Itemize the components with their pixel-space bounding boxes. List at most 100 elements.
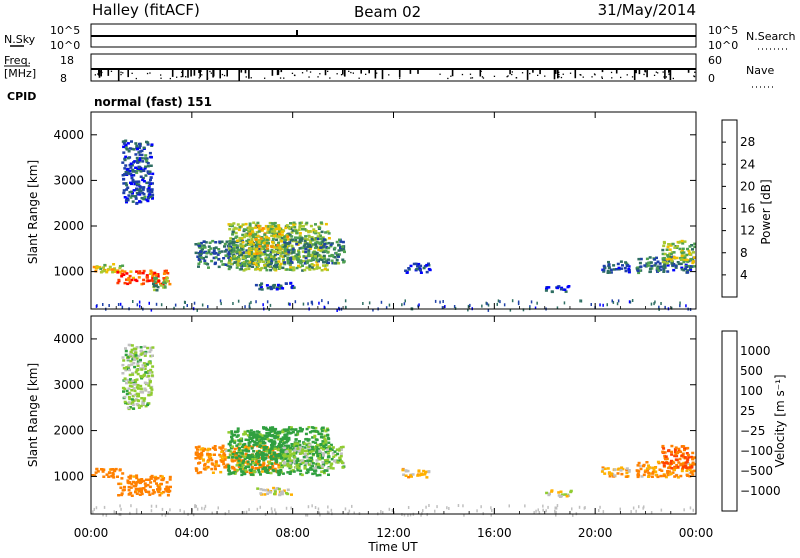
scatter-cell (388, 507, 391, 511)
scatter-cell (132, 189, 136, 192)
scatter-cell (293, 456, 297, 459)
scatter-cell (162, 272, 166, 275)
scatter-cell (227, 472, 231, 476)
scatter-cell (139, 387, 143, 391)
scatter-cell (148, 378, 152, 381)
scatter-cell (249, 463, 253, 466)
scatter-cell (257, 439, 261, 443)
scatter-cell (195, 469, 199, 472)
scatter-cell (151, 489, 155, 492)
nave-dot (580, 74, 582, 76)
scatter-cell (203, 447, 207, 451)
scatter-cell (280, 492, 284, 496)
scatter-cell (132, 407, 136, 410)
scatter-cell (311, 440, 315, 444)
scatter-cell (278, 248, 282, 252)
scatter-cell (259, 285, 263, 289)
scatter-cell (670, 462, 673, 465)
scatter-cell (301, 264, 304, 267)
scatter-cell (146, 483, 150, 487)
scatter-cell (134, 490, 138, 494)
nave-dot (447, 77, 449, 80)
scatter-cell (108, 304, 110, 307)
scatter-cell (603, 472, 607, 475)
scatter-cell (278, 246, 282, 249)
scatter-cell (631, 299, 634, 302)
scatter-cell (157, 486, 161, 489)
nave-dot (135, 77, 137, 80)
scatter-cell (183, 510, 185, 514)
scatter-cell (336, 461, 340, 464)
nave-dot (515, 77, 517, 79)
nave-dot (482, 77, 485, 79)
scatter-cell (248, 235, 252, 238)
scatter-cell (229, 444, 233, 447)
scatter-cell (127, 396, 131, 399)
scatter-cell (133, 170, 137, 173)
scatter-cell (405, 271, 409, 274)
scatter-cell (231, 237, 235, 241)
scatter-cell (179, 508, 181, 512)
nave-dot (99, 71, 101, 73)
scatter-cell (108, 265, 112, 269)
scatter-cell (244, 452, 248, 456)
scatter-cell (683, 256, 687, 259)
scatter-cell (112, 476, 116, 479)
scatter-cell (682, 258, 686, 262)
nave-dot (653, 74, 656, 76)
scatter-cell (147, 279, 151, 283)
scatter-cell (221, 454, 225, 457)
scatter-cell (619, 469, 623, 472)
scatter-cell (266, 253, 269, 257)
scatter-cell (663, 252, 667, 256)
scatter-cell (133, 379, 137, 382)
scatter-cell (251, 243, 255, 246)
nave-label: Nave (746, 64, 774, 77)
scatter-cell (128, 163, 132, 167)
scatter-cell (323, 437, 327, 440)
scatter-cell (248, 302, 251, 306)
scatter-cell (147, 374, 151, 378)
scatter-cell (95, 304, 98, 308)
scatter-cell (287, 454, 291, 458)
scatter-cell (135, 346, 139, 349)
scatter-cell (691, 451, 695, 455)
scatter-cell (499, 300, 501, 304)
scatter-cell (651, 466, 655, 470)
scatter-cell (228, 453, 232, 457)
nave-tick-top: 60 (708, 54, 722, 67)
scatter-cell (154, 284, 158, 288)
scatter-cell (625, 264, 629, 267)
scatter-cell (262, 426, 266, 429)
scatter-cell (227, 464, 231, 468)
scatter-cell (284, 238, 287, 242)
scatter-cell (129, 166, 133, 169)
scatter-cell (241, 256, 245, 259)
scatter-cell (303, 243, 307, 246)
scatter-cell (129, 351, 133, 354)
scatter-cell (141, 271, 145, 275)
scatter-cell (308, 268, 312, 271)
scatter-cell (671, 471, 675, 474)
scatter-cell (303, 446, 307, 449)
scatter-cell (420, 473, 424, 476)
nsearch-tick-bottom: 10^0 (708, 39, 738, 52)
scatter-cell (136, 147, 139, 151)
nave-dot (250, 77, 252, 79)
scatter-cell (660, 469, 664, 472)
scatter-cell (414, 262, 418, 266)
scatter-cell (535, 509, 537, 513)
scatter-cell (264, 489, 268, 492)
scatter-cell (276, 245, 280, 248)
scatter-cell (199, 246, 203, 249)
scatter-cell (249, 250, 253, 254)
scatter-cell (229, 262, 233, 266)
scatter-cell (260, 258, 264, 261)
scatter-cell (313, 430, 316, 433)
scatter-cell (297, 459, 301, 463)
scatter-cell (580, 299, 583, 303)
scatter-cell (147, 186, 151, 190)
scatter-cell (338, 456, 342, 460)
scatter-cell (301, 250, 305, 253)
scatter-cell (331, 446, 335, 449)
